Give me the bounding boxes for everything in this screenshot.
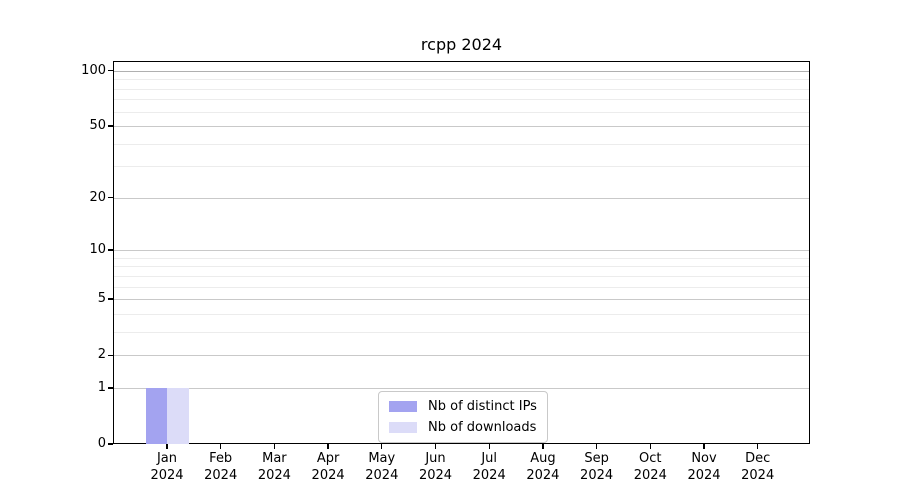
year-label: 2024 bbox=[633, 468, 667, 483]
y-axis-tick bbox=[108, 249, 113, 251]
minor-gridline bbox=[114, 275, 809, 277]
major-gridline bbox=[114, 299, 809, 301]
x-axis-tick bbox=[542, 444, 544, 449]
minor-gridline bbox=[114, 143, 809, 145]
x-axis-tick-label: Sep 2024 bbox=[566, 450, 628, 484]
y-axis-tick-label: 5 bbox=[97, 291, 106, 307]
x-axis-tick-label: Aug 2024 bbox=[512, 450, 574, 484]
year-label: 2024 bbox=[526, 468, 560, 483]
y-axis-tick bbox=[108, 443, 113, 445]
year-label: 2024 bbox=[580, 468, 614, 483]
month-label: May bbox=[368, 451, 396, 466]
year-label: 2024 bbox=[150, 468, 184, 483]
x-axis-tick-label: Dec 2024 bbox=[727, 450, 789, 484]
y-axis-tick bbox=[108, 298, 113, 300]
legend-swatch-icon bbox=[389, 401, 417, 412]
month-label: Jan bbox=[156, 451, 178, 466]
bar-nb-of-distinct-ips bbox=[145, 387, 167, 444]
y-axis-tick bbox=[108, 197, 113, 199]
y-axis-tick-label: 10 bbox=[89, 242, 106, 258]
month-label: Nov bbox=[691, 451, 717, 466]
y-axis-tick bbox=[108, 125, 113, 127]
x-axis-tick bbox=[273, 444, 276, 449]
y-axis-tick bbox=[108, 354, 113, 356]
major-gridline bbox=[114, 250, 809, 252]
y-axis-tick-label: 1 bbox=[97, 379, 106, 395]
legend-label: Nb of downloads bbox=[428, 420, 537, 435]
month-label: Mar bbox=[262, 451, 287, 466]
year-label: 2024 bbox=[741, 468, 775, 483]
major-gridline bbox=[114, 387, 809, 389]
minor-gridline bbox=[114, 286, 809, 288]
major-gridline bbox=[114, 197, 809, 199]
year-label: 2024 bbox=[687, 468, 721, 483]
month-label: Aug bbox=[530, 451, 556, 466]
x-axis-tick-label: Feb 2024 bbox=[190, 450, 252, 484]
x-axis-tick bbox=[703, 444, 705, 449]
year-label: 2024 bbox=[257, 468, 291, 483]
legend-swatch-icon bbox=[389, 422, 417, 433]
x-axis-tick-label: Jul 2024 bbox=[458, 450, 520, 484]
minor-gridline bbox=[114, 313, 809, 315]
x-axis-tick bbox=[595, 444, 598, 449]
month-label: Dec bbox=[745, 451, 771, 466]
y-axis-tick-label: 0 bbox=[97, 436, 106, 451]
x-axis-tick-label: May 2024 bbox=[351, 450, 413, 484]
month-label: Feb bbox=[209, 451, 233, 466]
x-axis-tick bbox=[381, 444, 383, 449]
bar-nb-of-downloads bbox=[167, 387, 189, 444]
plot-area bbox=[113, 61, 810, 444]
year-label: 2024 bbox=[204, 468, 238, 483]
legend: Nb of distinct IPs Nb of downloads bbox=[378, 391, 548, 443]
month-label: Oct bbox=[639, 451, 662, 466]
legend-row: Nb of distinct IPs bbox=[389, 396, 537, 417]
y-axis-tick-label: 20 bbox=[89, 189, 106, 205]
minor-gridline bbox=[114, 79, 809, 81]
year-label: 2024 bbox=[418, 468, 453, 483]
legend-row: Nb of downloads bbox=[389, 417, 537, 438]
minor-gridline bbox=[114, 99, 809, 101]
minor-gridline bbox=[114, 88, 809, 90]
legend-label: Nb of distinct IPs bbox=[428, 399, 537, 414]
minor-gridline bbox=[114, 266, 809, 268]
major-gridline bbox=[114, 70, 809, 72]
year-label: 2024 bbox=[311, 468, 345, 483]
y-axis-tick bbox=[108, 70, 113, 72]
minor-gridline bbox=[114, 257, 809, 259]
x-axis-tick-label: Oct 2024 bbox=[619, 450, 681, 484]
chart-title: rcpp 2024 bbox=[420, 35, 503, 54]
x-axis-tick-label: Mar 2024 bbox=[243, 450, 305, 484]
year-label: 2024 bbox=[472, 468, 506, 483]
month-label: Jul bbox=[481, 451, 498, 466]
x-axis-tick bbox=[434, 444, 437, 449]
month-label: Jun bbox=[425, 451, 446, 466]
x-axis-tick-label: Jan 2024 bbox=[136, 450, 198, 484]
x-axis-tick bbox=[757, 444, 759, 449]
x-axis-tick-label: Jun 2024 bbox=[405, 450, 467, 484]
major-gridline bbox=[114, 355, 809, 357]
y-axis-tick-label: 100 bbox=[81, 62, 106, 78]
y-axis-tick-label: 2 bbox=[97, 347, 106, 363]
x-axis-tick bbox=[220, 444, 222, 449]
x-axis-tick bbox=[488, 444, 490, 449]
minor-gridline bbox=[114, 111, 809, 113]
x-axis-tick-label: Apr 2024 bbox=[297, 450, 359, 484]
minor-gridline bbox=[114, 331, 809, 333]
x-axis-tick bbox=[327, 444, 329, 449]
month-label: Apr bbox=[316, 451, 340, 466]
month-label: Sep bbox=[584, 451, 609, 466]
minor-gridline bbox=[114, 166, 809, 168]
y-axis-tick-label: 50 bbox=[89, 118, 106, 134]
year-label: 2024 bbox=[365, 468, 399, 483]
y-axis-tick bbox=[108, 387, 113, 389]
major-gridline bbox=[114, 126, 809, 128]
x-axis-tick bbox=[649, 444, 651, 449]
x-axis-tick bbox=[166, 444, 168, 449]
x-axis-tick-label: Nov 2024 bbox=[673, 450, 735, 484]
